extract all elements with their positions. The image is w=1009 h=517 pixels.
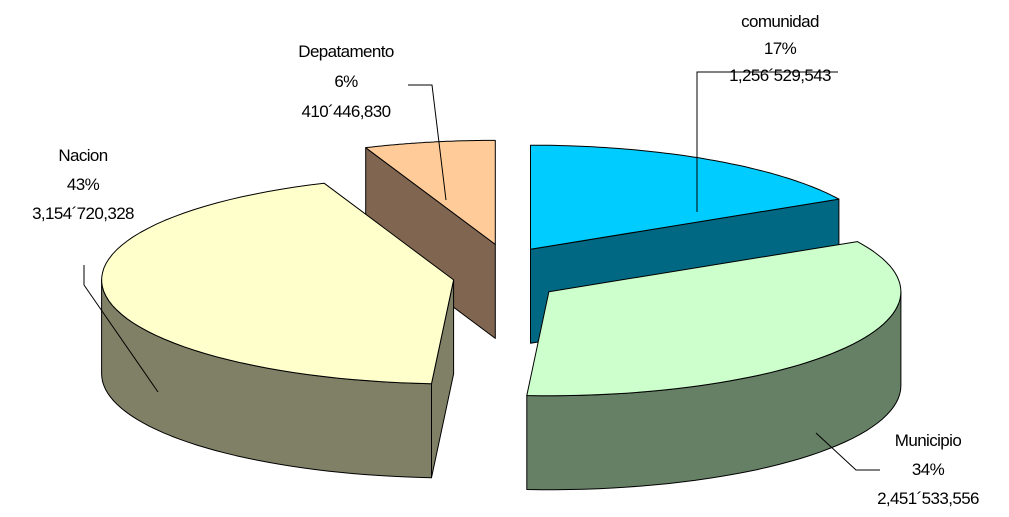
slice-name-nacion: Nacion: [58, 146, 107, 165]
slice-name-comunidad: comunidad: [741, 12, 819, 31]
label-nacion: Nacion 43% 3,154´720,328: [32, 146, 135, 223]
label-comunidad: comunidad 17% 1,256´529,543: [729, 12, 832, 85]
leader-lines: [83, 71, 880, 471]
label-municipio: Municipio 34% 2,451´533,556: [877, 431, 980, 508]
slice-name-depatamento: Depatamento: [298, 42, 394, 61]
slice-percent-nacion: 43%: [67, 175, 100, 194]
slice-value-depatamento: 410´446,830: [302, 102, 391, 121]
slice-top-municipio: [526, 241, 902, 397]
leader-line-nacion: [83, 265, 159, 393]
slice-top-depatamento: [365, 139, 496, 245]
slice-name-municipio: Municipio: [895, 431, 962, 450]
slice-value-municipio: 2,451´533,556: [877, 489, 979, 508]
slice-value-comunidad: 1,256´529,543: [729, 66, 831, 85]
slice-top-nacion: [101, 182, 455, 385]
leader-line-comunidad: [696, 71, 838, 212]
slice-percent-municipio: 34%: [912, 460, 945, 479]
leader-line-depatamento: [408, 84, 447, 201]
pie-slice-tops: [101, 139, 902, 397]
leader-line-municipio: [815, 432, 880, 471]
label-depatamento: Depatamento 6% 410´446,830: [298, 42, 394, 121]
slice-top-comunidad: [530, 144, 840, 250]
slice-percent-depatamento: 6%: [334, 72, 358, 91]
slice-value-nacion: 3,154´720,328: [32, 204, 134, 223]
slice-percent-comunidad: 17%: [764, 39, 797, 58]
